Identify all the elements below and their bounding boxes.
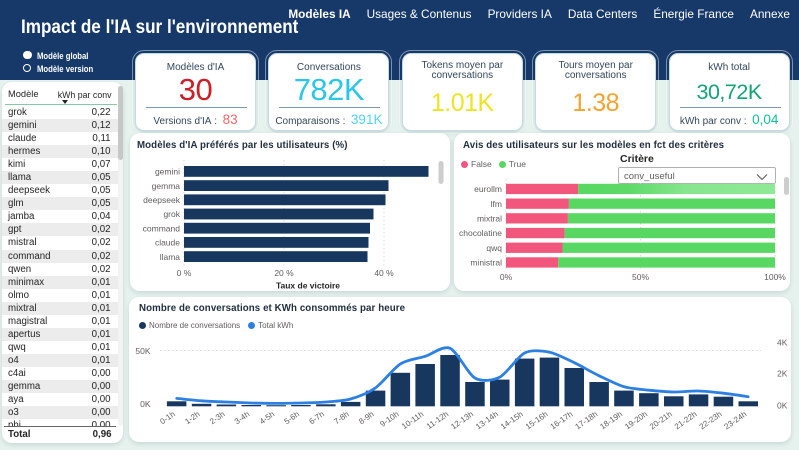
svg-text:15-16h: 15-16h <box>524 410 550 432</box>
svg-text:11-12h: 11-12h <box>425 410 450 431</box>
svg-text:7-8h: 7-8h <box>332 410 350 427</box>
svg-text:3-4h: 3-4h <box>233 410 251 427</box>
svg-text:20-21h: 20-21h <box>648 410 674 432</box>
svg-text:0%: 0% <box>500 272 513 282</box>
svg-text:chocolatine: chocolatine <box>459 228 502 238</box>
svg-text:50%: 50% <box>632 272 649 282</box>
svg-text:qwq: qwq <box>486 243 502 253</box>
svg-text:0 %: 0 % <box>177 268 192 278</box>
svg-text:0K: 0K <box>140 399 151 409</box>
svg-text:21-22h: 21-22h <box>673 410 699 432</box>
svg-text:40 %: 40 % <box>374 268 394 278</box>
svg-text:5-6h: 5-6h <box>283 410 301 427</box>
svg-text:deepseek: deepseek <box>143 195 181 205</box>
svg-text:4K: 4K <box>777 338 788 348</box>
svg-text:8-9h: 8-9h <box>357 410 375 427</box>
svg-text:2-3h: 2-3h <box>208 410 226 427</box>
svg-text:50K: 50K <box>135 346 150 356</box>
svg-text:gemini: gemini <box>155 167 180 177</box>
svg-text:eurollm: eurollm <box>474 184 502 194</box>
svg-text:22-23h: 22-23h <box>698 410 724 432</box>
svg-text:14-15h: 14-15h <box>499 410 525 432</box>
svg-text:12-13h: 12-13h <box>449 410 475 432</box>
svg-text:17-18h: 17-18h <box>574 410 600 432</box>
svg-text:6-7h: 6-7h <box>308 410 326 427</box>
svg-text:llama: llama <box>160 252 181 262</box>
svg-text:claude: claude <box>155 238 180 248</box>
svg-text:grok: grok <box>163 209 180 219</box>
svg-text:20 %: 20 % <box>274 268 294 278</box>
svg-text:lfm: lfm <box>491 199 502 209</box>
svg-text:ministral: ministral <box>470 258 502 268</box>
svg-text:Taux de victoire: Taux de victoire <box>276 280 340 290</box>
svg-text:16-17h: 16-17h <box>549 410 575 432</box>
svg-text:23-24h: 23-24h <box>723 410 749 432</box>
svg-text:13-14h: 13-14h <box>474 410 500 432</box>
svg-text:2K: 2K <box>777 369 788 379</box>
svg-text:gemma: gemma <box>152 181 181 191</box>
svg-text:0-1h: 0-1h <box>158 410 176 427</box>
svg-text:100%: 100% <box>764 272 786 282</box>
svg-text:1-2h: 1-2h <box>183 410 201 427</box>
svg-text:mixtral: mixtral <box>477 214 502 224</box>
svg-text:4-5h: 4-5h <box>258 410 276 427</box>
svg-text:0K: 0K <box>777 401 788 411</box>
svg-text:command: command <box>143 223 181 233</box>
svg-text:10-11h: 10-11h <box>400 410 425 431</box>
svg-text:9-10h: 9-10h <box>378 410 400 429</box>
svg-text:18-19h: 18-19h <box>598 410 624 432</box>
svg-text:19-20h: 19-20h <box>623 410 649 432</box>
